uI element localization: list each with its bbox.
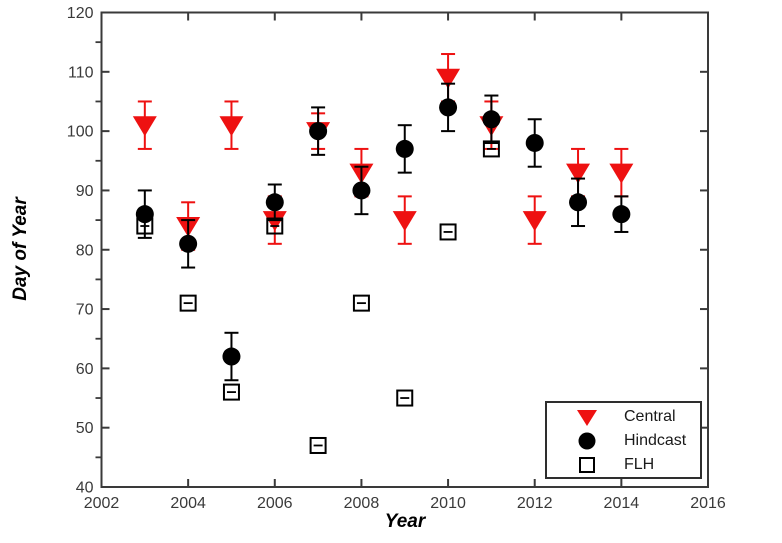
legend: Central Hindcast FLH [545,401,702,479]
central-marker [522,211,547,232]
x-tick-label: 2016 [690,495,726,512]
hindcast-marker [222,347,241,366]
flh-marker [266,217,284,235]
central-marker [436,68,461,89]
legend-item-flh: FLH [547,453,700,477]
hindcast-marker [135,205,154,224]
x-tick-label: 2006 [257,495,293,512]
x-tick-label: 2008 [344,495,380,512]
square-open-icon [579,457,595,473]
flh-marker [136,217,154,235]
x-tick-label: 2010 [430,495,466,512]
central-marker [392,211,417,232]
flh-marker [439,223,457,241]
hindcast-marker [439,98,458,117]
central-marker [609,163,634,184]
plot-border [100,11,709,488]
y-tick-label: 120 [67,5,94,22]
hindcast-marker [612,205,631,224]
hindcast-marker [525,133,544,152]
legend-central-marker [577,410,597,426]
y-tick-label: 40 [76,480,94,497]
triangle-down-icon [577,410,597,426]
y-tick-label: 80 [76,242,94,259]
hindcast-marker [352,181,371,200]
flh-marker [179,294,197,312]
central-marker [566,163,591,184]
flh-marker [396,389,414,407]
central-marker [132,116,157,137]
hindcast-marker [395,139,414,158]
flh-marker [352,294,370,312]
circle-icon [578,432,596,450]
y-tick-label: 60 [76,361,94,378]
x-tick-label: 2012 [517,495,553,512]
x-tick-label: 2014 [604,495,640,512]
legend-label-central: Central [624,408,676,425]
legend-label-hindcast: Hindcast [624,432,687,449]
y-tick-label: 90 [76,183,94,200]
legend-item-central: Central [547,405,700,429]
legend-label-flh: FLH [624,456,655,473]
hindcast-marker [309,122,328,141]
hindcast-marker [569,193,588,212]
flh-marker [222,383,240,401]
y-tick-label: 50 [76,420,94,437]
y-tick-label: 70 [76,302,94,319]
hindcast-marker [179,234,198,253]
legend-item-hindcast: Hindcast [547,429,700,453]
x-tick-label: 2004 [170,495,206,512]
flh-marker [482,140,500,158]
flh-marker [309,436,327,454]
hindcast-marker [482,110,501,129]
legend-hindcast-marker [578,432,596,450]
central-marker [219,116,244,137]
legend-flh-marker [579,457,595,473]
y-tick-label: 100 [67,124,94,141]
hindcast-marker [265,193,284,212]
x-tick-label: 2002 [84,495,120,512]
y-tick-label: 110 [68,64,94,81]
